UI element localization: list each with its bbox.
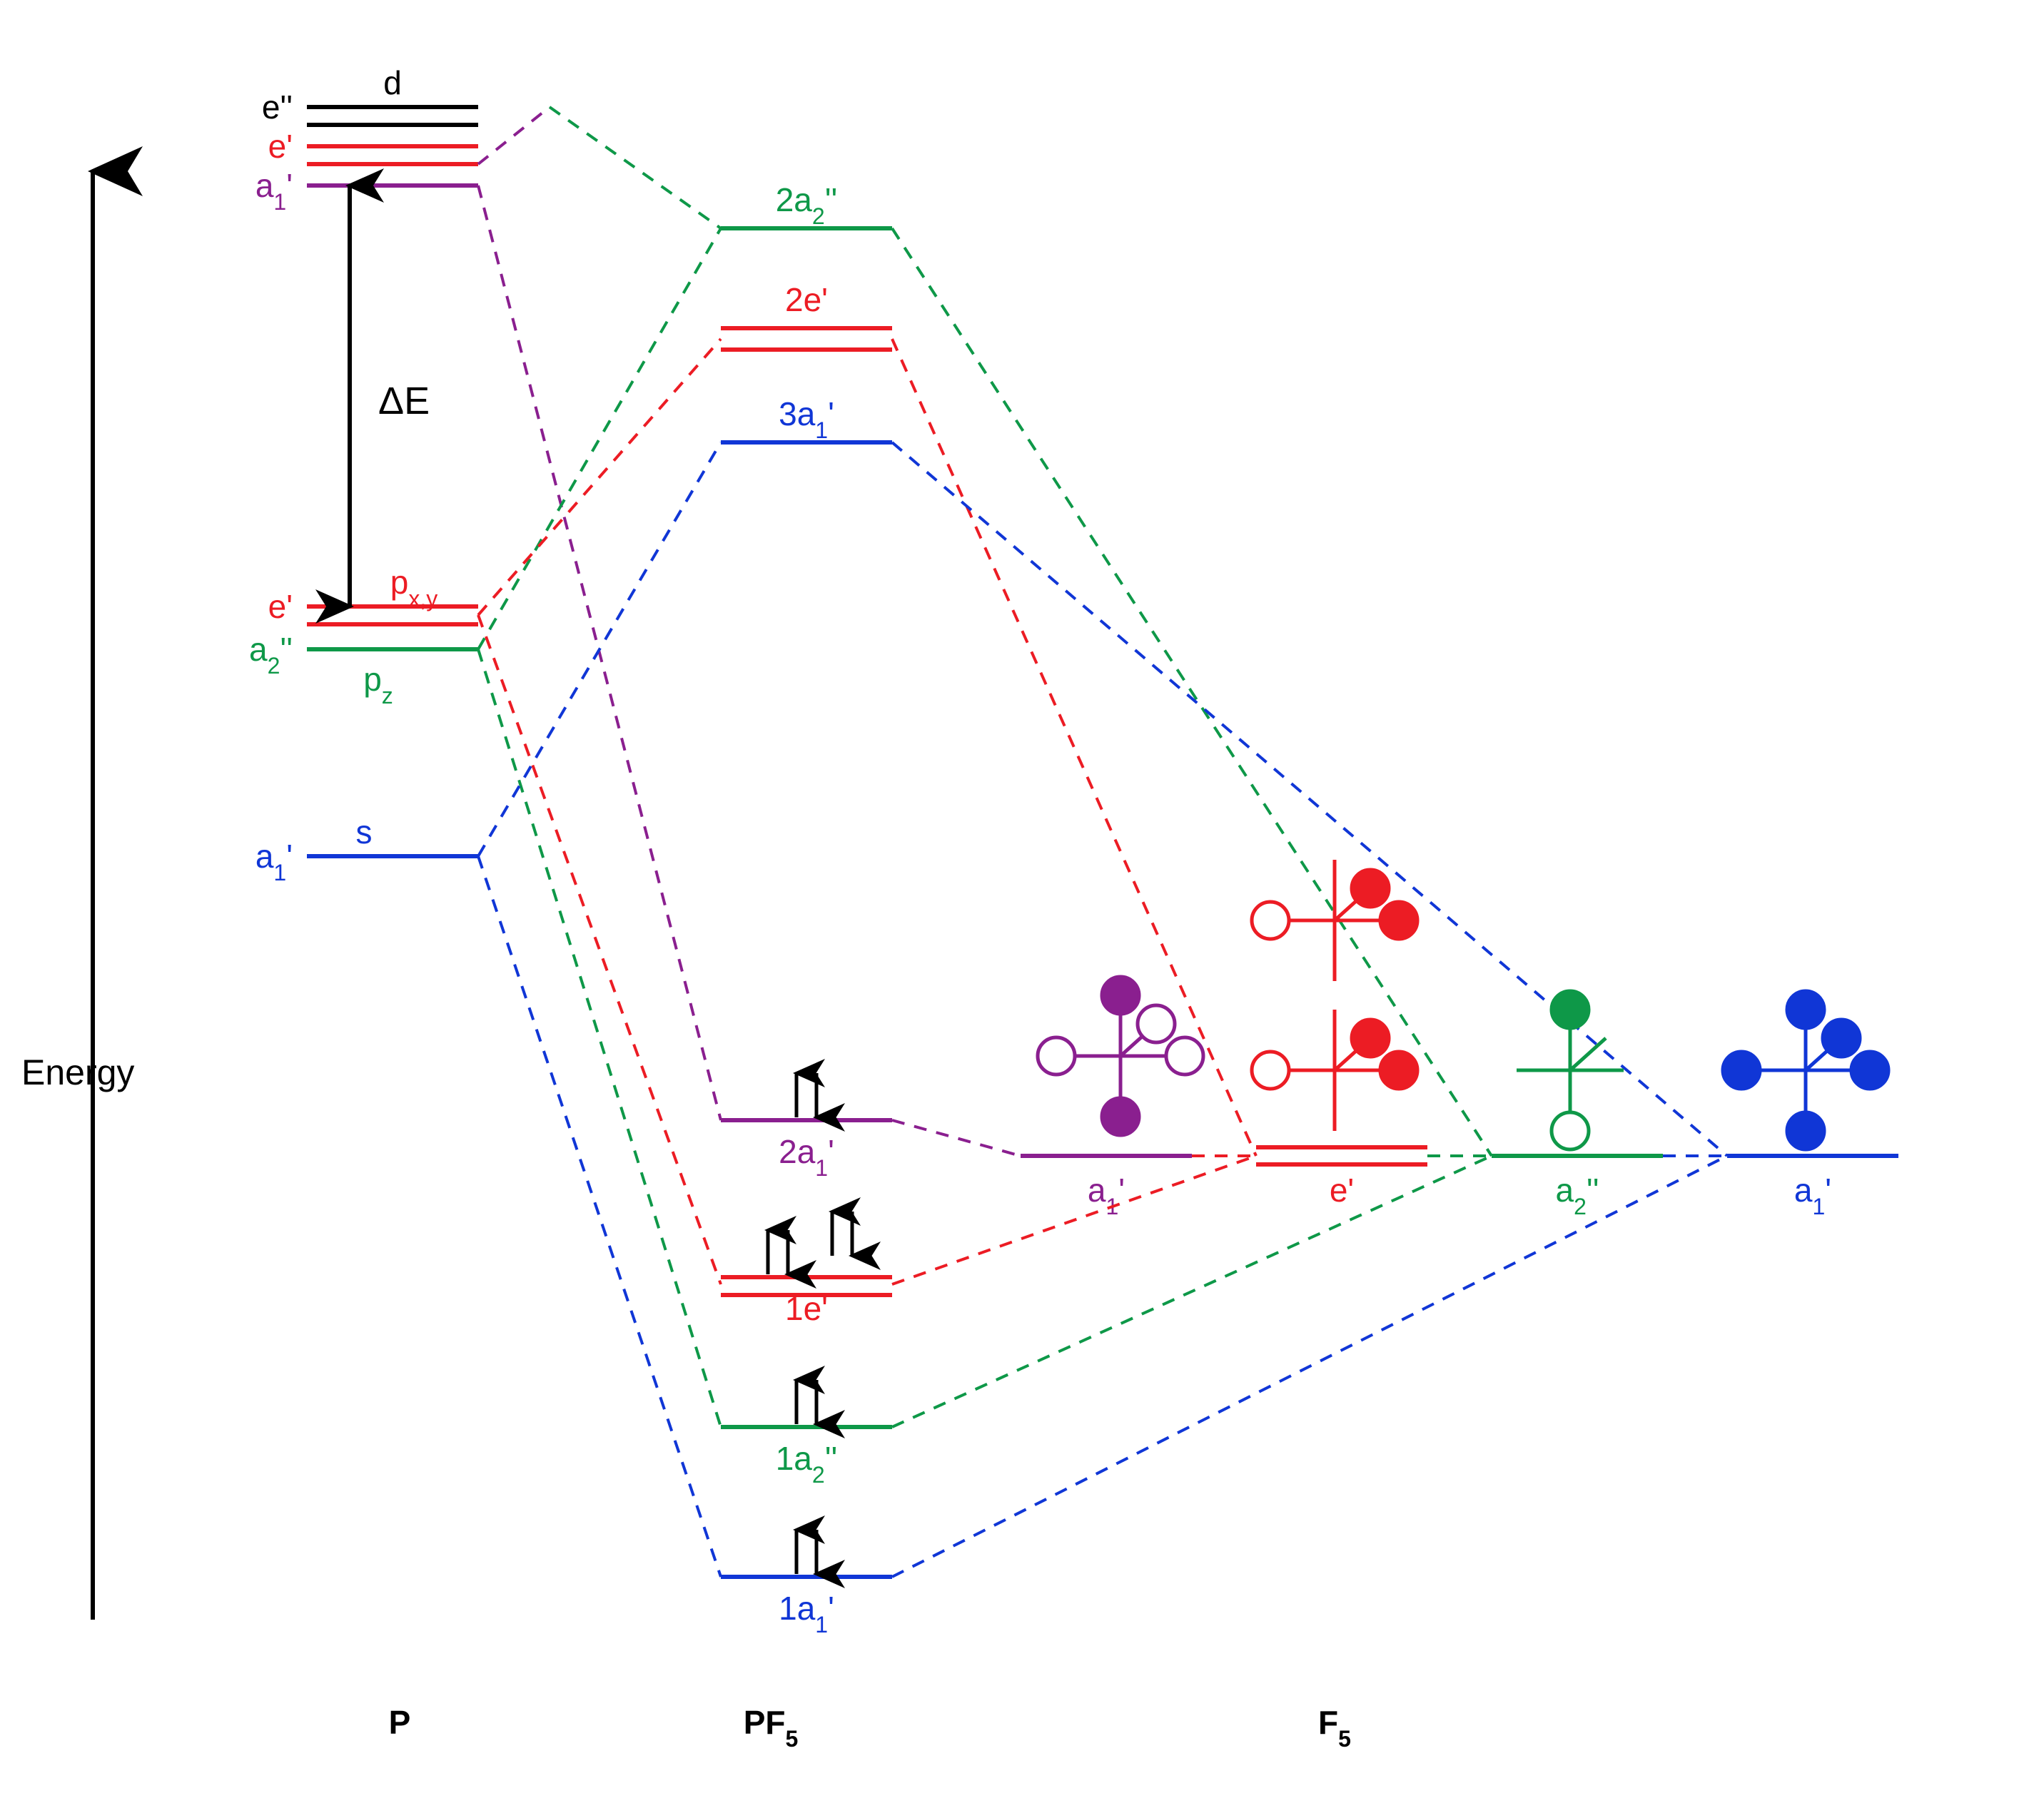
correlation-line [892, 339, 1256, 1156]
f5-label-ep_red_b: e' [1330, 1172, 1354, 1209]
pf5-label-3a1p: 3a1' [779, 395, 834, 443]
orbital-icon [1038, 977, 1203, 1135]
pf5-label-2a2pp: 2a2'' [776, 181, 838, 229]
pf5-label-1a2pp: 1a2'' [776, 1440, 838, 1488]
correlation-line [478, 228, 721, 649]
p-p-left-label: a2'' [249, 631, 293, 679]
correlation-line [892, 442, 1727, 1156]
p-d-left-label: e'' [262, 88, 293, 126]
correlation-line [478, 339, 721, 615]
correlation-line [478, 186, 721, 1120]
orbital-icon [1252, 860, 1417, 981]
correlation-line [892, 228, 1492, 1156]
correlation-line [478, 856, 721, 1577]
orbital-icon [1252, 1010, 1417, 1131]
p-p-top-label: px,y [390, 564, 437, 611]
p-p-bottom-label: pz [363, 661, 393, 709]
pf5-label-2ep_a: 2e' [785, 281, 828, 318]
orbital-icon [1517, 991, 1624, 1149]
f5-label-a1p_blue: a1' [1794, 1172, 1831, 1219]
correlation-line [478, 615, 721, 1284]
p-d-left-label: e' [268, 128, 293, 165]
column-label-f5: F5 [1318, 1704, 1351, 1752]
orbital-icon [1723, 991, 1888, 1149]
pf5-label-1a1p: 1a1' [779, 1590, 834, 1637]
p-d-top-label: d [383, 64, 402, 101]
delta-e-label: ΔE [378, 380, 430, 422]
correlation-line [478, 649, 721, 1427]
p-p-left-label: e' [268, 588, 293, 625]
correlation-line [892, 1156, 1492, 1427]
f5-label-a2pp_green: a2'' [1556, 1172, 1599, 1219]
p-s-top-label: s [356, 813, 373, 850]
correlation-line [892, 1156, 1256, 1284]
column-label-p: P [389, 1704, 411, 1741]
p-s-left-label: a1' [256, 838, 293, 885]
correlation-line [892, 1120, 1021, 1156]
correlation-line [478, 107, 550, 164]
correlation-line [478, 442, 721, 856]
mo-diagram: EnergyPPF5F5e''de'a1'e'px,ya2''pza1'sΔE2… [0, 0, 2044, 1818]
column-label-pf5: PF5 [744, 1704, 799, 1752]
pf5-label-2a1p: 2a1' [779, 1133, 834, 1181]
correlation-line [892, 1156, 1727, 1577]
p-d-left-label: a1' [256, 167, 293, 215]
energy-axis-label: Energy [21, 1052, 134, 1092]
correlation-line [550, 107, 721, 228]
